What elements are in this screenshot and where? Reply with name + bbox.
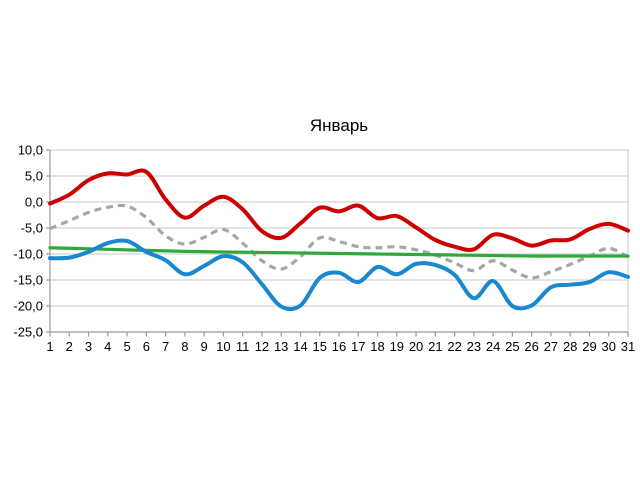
series-red-line bbox=[48, 168, 630, 252]
x-axis-label: 24 bbox=[486, 339, 500, 354]
y-axis-label: -10,0 bbox=[13, 247, 43, 262]
x-axis-label: 28 bbox=[563, 339, 577, 354]
x-axis-label: 23 bbox=[467, 339, 481, 354]
x-axis-label: 17 bbox=[351, 339, 365, 354]
plot-border bbox=[49, 149, 629, 333]
y-axis-label: 0,0 bbox=[25, 195, 43, 210]
x-axis-label: 22 bbox=[447, 339, 461, 354]
x-axis-label: 18 bbox=[370, 339, 384, 354]
x-axis-label: 29 bbox=[582, 339, 596, 354]
x-axis-label: 12 bbox=[255, 339, 269, 354]
y-axis-label: -20,0 bbox=[13, 299, 43, 314]
x-axis-label: 9 bbox=[201, 339, 208, 354]
y-axis-label: -25,0 bbox=[13, 325, 43, 340]
y-axis-label: -5,0 bbox=[21, 221, 43, 236]
x-axis-label: 30 bbox=[601, 339, 615, 354]
x-axis-label: 8 bbox=[181, 339, 188, 354]
x-axis-label: 14 bbox=[293, 339, 307, 354]
x-axis-label: 25 bbox=[505, 339, 519, 354]
x-axis-label: 7 bbox=[162, 339, 169, 354]
x-axis-label: 20 bbox=[409, 339, 423, 354]
x-axis-label: 16 bbox=[332, 339, 346, 354]
series-green-line bbox=[48, 246, 630, 258]
x-axis-label: 21 bbox=[428, 339, 442, 354]
x-axis-label: 19 bbox=[390, 339, 404, 354]
x-axis-label: 1 bbox=[46, 339, 53, 354]
x-axis-label: 26 bbox=[524, 339, 538, 354]
y-axis-label: 10,0 bbox=[18, 143, 43, 158]
x-axis-label: 10 bbox=[216, 339, 230, 354]
y-axis-label: -15,0 bbox=[13, 273, 43, 288]
x-axis-label: 15 bbox=[312, 339, 326, 354]
x-axis-label: 4 bbox=[104, 339, 111, 354]
x-axis-label: 11 bbox=[236, 339, 250, 354]
x-axis-label: 13 bbox=[274, 339, 288, 354]
chart-title: Январь bbox=[309, 116, 369, 135]
x-axis-label: 2 bbox=[66, 339, 73, 354]
x-axis-label: 6 bbox=[143, 339, 150, 354]
x-axis-label: 31 bbox=[621, 339, 635, 354]
y-axis-label: 5,0 bbox=[25, 169, 43, 184]
x-axis-label: 5 bbox=[123, 339, 130, 354]
series-blue-line bbox=[48, 238, 630, 312]
x-axis-label: 27 bbox=[544, 339, 558, 354]
x-axis-label: 3 bbox=[85, 339, 92, 354]
